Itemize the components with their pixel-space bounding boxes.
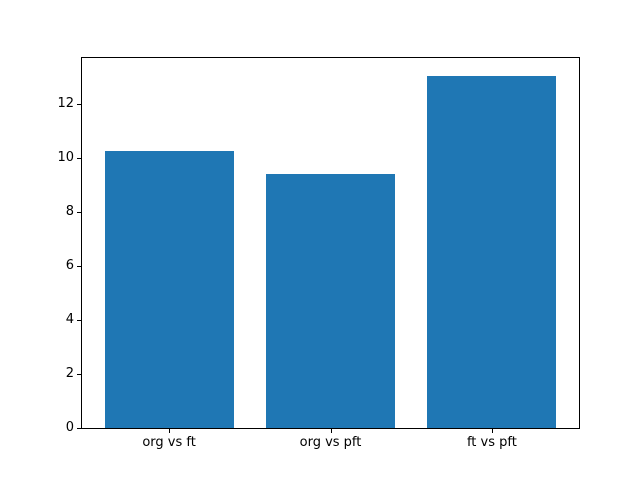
- y-tick-label: 12: [57, 95, 74, 111]
- y-tick-mark: [77, 157, 81, 159]
- bar-org-vs-ft: [104, 151, 234, 428]
- plot-area: [82, 58, 579, 428]
- y-tick-mark: [77, 211, 81, 213]
- x-tick-mark: [169, 429, 171, 433]
- y-tick-mark: [77, 428, 81, 429]
- y-tick-mark: [77, 266, 81, 267]
- x-tick-label: ft vs pft: [466, 435, 517, 450]
- bar-ft-vs-pft: [427, 75, 557, 428]
- x-tick-mark: [491, 429, 493, 433]
- y-tick-label: 6: [65, 258, 74, 273]
- x-tick-label: org vs ft: [142, 435, 196, 450]
- y-tick-mark: [77, 320, 81, 321]
- y-tick-label: 2: [65, 366, 74, 381]
- x-tick-label: org vs pft: [299, 435, 362, 450]
- y-tick-mark: [77, 374, 81, 375]
- x-tick-mark: [330, 429, 332, 433]
- y-tick-label: 4: [65, 312, 74, 327]
- y-tick-label: 8: [65, 203, 74, 219]
- y-tick-mark: [77, 103, 81, 105]
- y-tick-label: 10: [57, 149, 74, 165]
- axes: org vs ft org vs pft ft vs pft 0 2 4 6 8 10 12: [57, 57, 580, 450]
- y-tick-label: 0: [65, 420, 74, 435]
- bar-org-vs-pft: [266, 174, 396, 428]
